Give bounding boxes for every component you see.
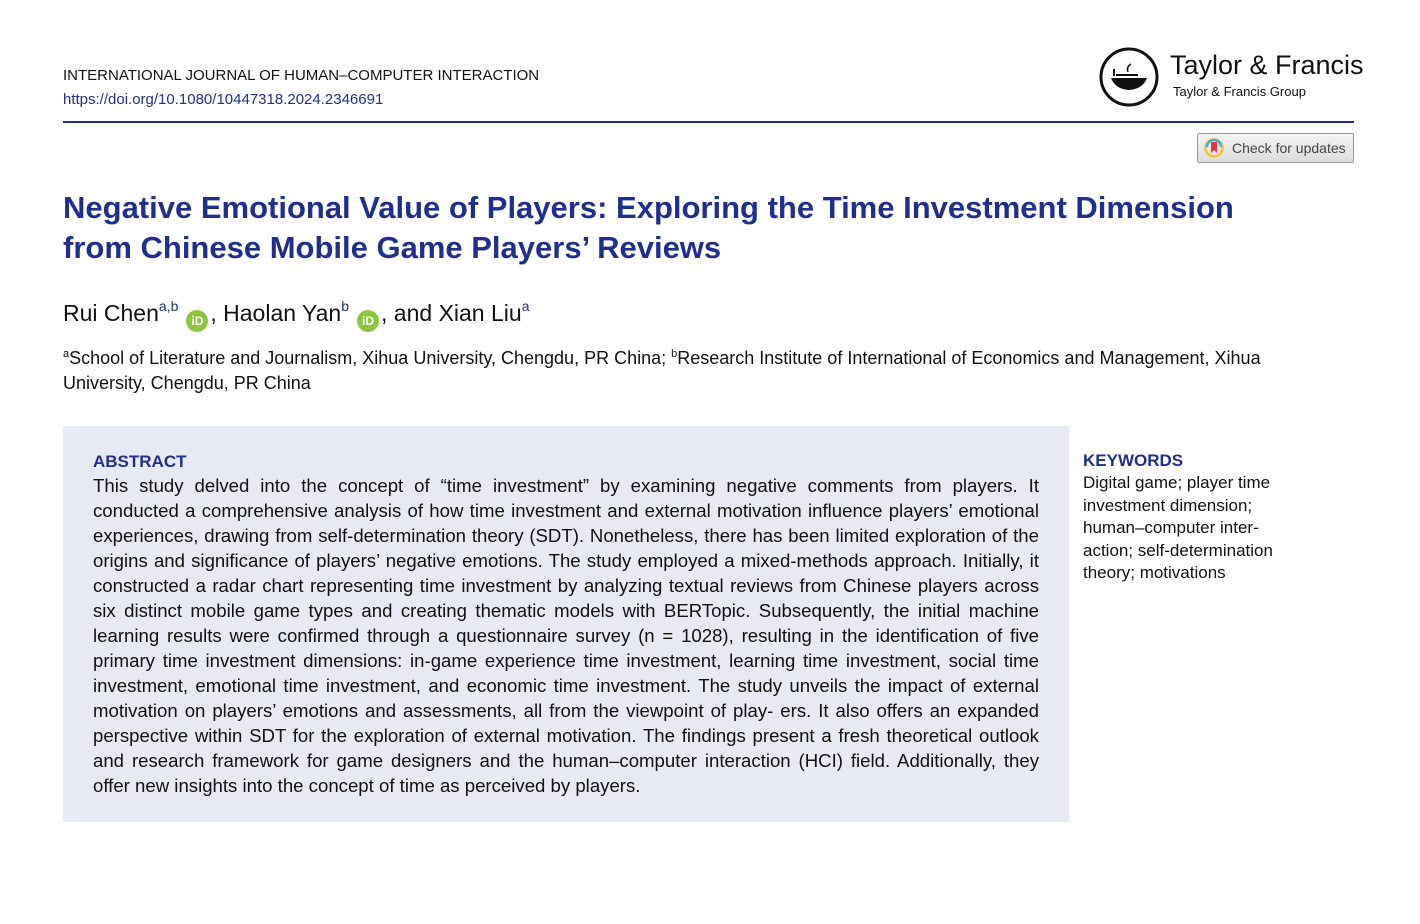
check-for-updates-button[interactable]: Check for updates xyxy=(1197,133,1354,163)
keywords-column: KEYWORDS Digital game; player time invest… xyxy=(1083,426,1318,585)
title-line: from Chinese Mobile Game Players’ Review… xyxy=(63,230,722,265)
affiliation-text: School of Literature and Journalism, Xih… xyxy=(69,348,672,368)
author-affiliation-mark: a xyxy=(521,298,530,314)
abstract-line: investment by analyzing textual reviews … xyxy=(93,575,1039,621)
affiliation-mark: a xyxy=(63,348,70,360)
abstract-line: study employed a mixed-methods approach.… xyxy=(93,550,1039,596)
author-separator: , xyxy=(210,300,224,326)
orcid-icon[interactable]: iD xyxy=(186,310,209,332)
abstract-line: impact of external motivation on players… xyxy=(93,675,1039,721)
author-affiliation-mark: b xyxy=(341,298,350,314)
affiliations: aSchool of Literature and Journalism, Xi… xyxy=(63,346,1263,396)
abstract-row: ABSTRACT This study delved into the conc… xyxy=(63,426,1363,822)
abstract-line: This study delved into the concept of “t… xyxy=(93,475,942,496)
keywords-line: theory; motivations xyxy=(1083,563,1226,582)
keywords-line: Digital game; player time xyxy=(1083,473,1271,492)
taylor-francis-logo-icon xyxy=(1099,47,1159,107)
abstract-line: the human–computer interaction (HCI) fie… xyxy=(93,750,1039,796)
abstract-heading: ABSTRACT xyxy=(93,452,187,471)
doi-link[interactable]: https://doi.org/10.1080/10447318.2024.23… xyxy=(63,91,384,108)
abstract-line: ers. It also offers an expanded perspect… xyxy=(93,700,1039,746)
abstract-line: and creating thematic models with BERTop… xyxy=(93,600,1040,646)
keywords-line: human–computer inter- xyxy=(1083,518,1259,537)
abstract-box: ABSTRACT This study delved into the conc… xyxy=(63,426,1069,822)
crossmark-icon xyxy=(1204,138,1224,158)
abstract-line: of time as perceived by players. xyxy=(378,775,641,796)
abstract-line: influence players’ emotional experiences… xyxy=(93,500,1039,546)
orcid-icon[interactable]: iD xyxy=(357,310,380,332)
abstract-text: This study delved into the concept of “t… xyxy=(93,473,1039,798)
journal-name: INTERNATIONAL JOURNAL OF HUMAN–COMPUTER … xyxy=(63,67,540,84)
article-title: Negative Emotional Value of Players: Exp… xyxy=(63,188,1353,268)
abstract-line: players. It conducted a comprehensive an… xyxy=(93,475,1039,521)
affiliation-mark: b xyxy=(671,348,678,360)
keywords-line: action; self-determination xyxy=(1083,540,1273,560)
keywords-heading: KEYWORDS xyxy=(1083,451,1184,470)
author-name: Haolan Yan xyxy=(223,300,342,326)
author-affiliation-mark: a,b xyxy=(158,298,179,314)
keywords-line: investment dimension; xyxy=(1083,495,1253,515)
publisher-name: Taylor & Francis xyxy=(1170,50,1364,80)
header-divider xyxy=(63,121,1354,123)
abstract-line: time investment, emotional time investme… xyxy=(93,650,1039,696)
affiliation-text: Research Institute of International of E… xyxy=(63,348,1261,393)
author-separator: , and xyxy=(381,300,439,326)
article-front-matter: Negative Emotional Value of Players: Exp… xyxy=(63,188,1363,822)
author-list: Rui Chena,biD, Haolan YanbiD, and Xian L… xyxy=(63,296,1363,332)
keywords-text: Digital game; player time investment dime… xyxy=(1083,472,1318,585)
author-name: Xian Liu xyxy=(438,300,522,326)
abstract-line: confirmed through a questionnaire survey… xyxy=(93,625,1039,671)
title-line: Negative Emotional Value of Players: Exp… xyxy=(63,190,1234,225)
author-name: Rui Chen xyxy=(63,300,159,326)
abstract-line: there has been limited exploration of th… xyxy=(93,525,1039,571)
check-for-updates-label: Check for updates xyxy=(1232,140,1346,156)
abstract-line: The findings present a fresh theoretical… xyxy=(93,725,1039,771)
abstract-line: time investment dimensions: in-game expe… xyxy=(162,650,997,671)
publisher-group: Taylor & Francis Group xyxy=(1173,84,1306,99)
